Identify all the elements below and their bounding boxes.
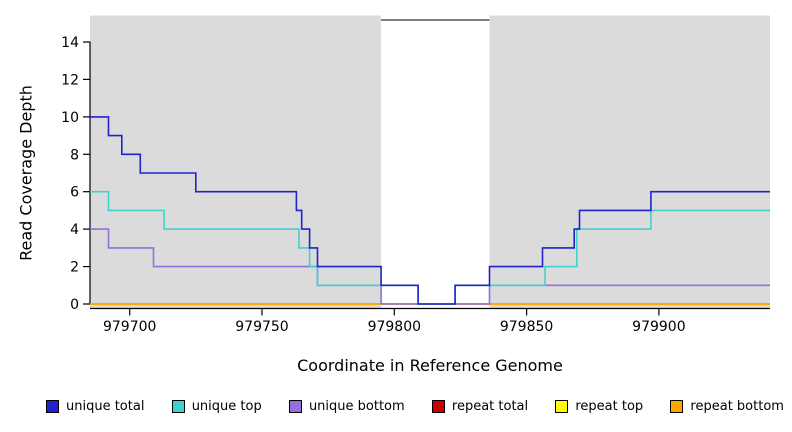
legend-label: unique total — [66, 399, 145, 414]
legend-item-repeat-total: repeat total — [431, 399, 529, 414]
legend-swatch-repeat-bottom — [670, 400, 684, 413]
y-tick-label: 0 — [70, 297, 79, 313]
legend: unique total unique top unique bottom repea… — [46, 399, 784, 414]
y-tick-label: 6 — [70, 185, 79, 201]
x-tick-label: 979750 — [235, 319, 288, 335]
legend-swatch-unique-bottom — [288, 400, 302, 413]
series-line-unique-total — [90, 116, 770, 305]
x-axis-label: Coordinate in Reference Genome — [297, 356, 563, 375]
legend-label: repeat total — [451, 399, 529, 414]
legend-swatch-repeat-total — [431, 400, 445, 413]
y-tick-label: 2 — [70, 260, 79, 276]
legend-item-repeat-top: repeat top — [555, 399, 643, 414]
legend-item-repeat-bottom: repeat bottom — [670, 399, 784, 414]
y-tick-label: 14 — [61, 35, 79, 51]
legend-label: unique top — [191, 399, 262, 414]
x-tick-label: 979700 — [103, 319, 156, 335]
y-axis-label: Read Coverage Depth — [16, 85, 36, 261]
x-tick-label: 979900 — [632, 319, 685, 335]
y-tick-label: 12 — [61, 72, 79, 88]
series-line-unique-top — [90, 190, 770, 305]
legend-item-unique-top: unique top — [171, 399, 262, 414]
y-tick-label: 8 — [70, 147, 79, 163]
shaded-region — [489, 15, 770, 309]
legend-swatch-unique-total — [46, 400, 59, 413]
x-tick-label: 979800 — [368, 319, 421, 335]
shaded-region — [90, 15, 382, 309]
legend-label: unique bottom — [308, 399, 405, 414]
legend-swatch-unique-top — [171, 400, 185, 413]
legend-item-unique-bottom: unique bottom — [288, 399, 405, 414]
y-tick-label: 4 — [70, 222, 79, 238]
legend-label: repeat bottom — [690, 399, 784, 414]
y-tick-label: 10 — [61, 110, 79, 126]
legend-label: repeat top — [575, 399, 644, 414]
legend-item-unique-total: unique total — [46, 399, 144, 414]
x-tick-label: 979850 — [500, 319, 553, 335]
legend-swatch-repeat-top — [555, 400, 569, 413]
